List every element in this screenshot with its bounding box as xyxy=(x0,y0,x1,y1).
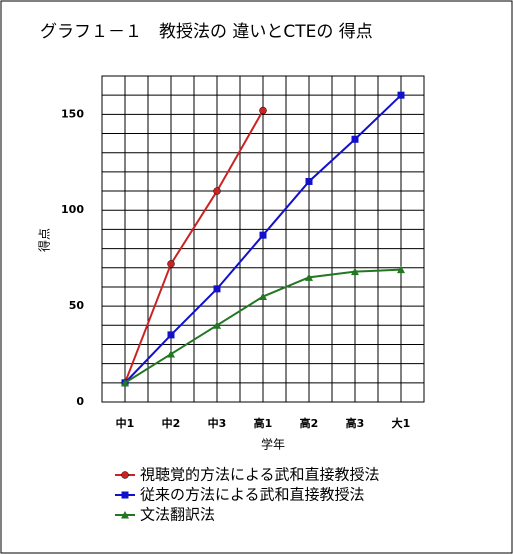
legend-marker xyxy=(121,471,129,479)
marker xyxy=(305,177,313,185)
marker xyxy=(305,273,313,281)
x-tick-label: 中2 xyxy=(162,416,181,430)
marker xyxy=(213,321,221,329)
y-tick-label: 100 xyxy=(61,203,84,216)
plot-border xyxy=(101,75,425,403)
x-tick-label: 中3 xyxy=(208,416,227,430)
chart-title: グラフ１－１ 教授法の 違いとCTEの 得点 xyxy=(40,22,373,42)
series-line xyxy=(124,110,264,384)
legend-label: 従来の方法による武和直接教授法 xyxy=(140,486,365,504)
x-tick-label: 大1 xyxy=(392,416,411,430)
legend-marker xyxy=(121,491,129,499)
x-tick-label: 高1 xyxy=(254,416,273,430)
y-tick-label: 0 xyxy=(76,395,84,408)
x-tick-label: 中1 xyxy=(116,416,135,430)
marker xyxy=(167,350,175,358)
legend-label: 視聴覚的方法による武和直接教授法 xyxy=(140,466,380,484)
x-axis-label: 学年 xyxy=(261,437,285,452)
y-tick-label: 150 xyxy=(61,107,84,120)
x-tick-label: 高2 xyxy=(300,416,319,430)
marker xyxy=(351,135,359,143)
marker xyxy=(167,260,175,268)
marker xyxy=(259,292,267,301)
marker xyxy=(259,231,267,239)
marker xyxy=(213,285,221,293)
legend-label: 文法翻訳法 xyxy=(140,506,215,524)
marker xyxy=(397,265,405,274)
marker xyxy=(351,267,359,276)
legend-marker xyxy=(121,511,129,519)
marker xyxy=(259,106,267,115)
marker xyxy=(213,187,221,195)
marker xyxy=(167,331,175,339)
marker xyxy=(397,91,405,99)
x-tick-label: 高3 xyxy=(346,416,365,430)
marker xyxy=(121,378,129,387)
y-tick-label: 50 xyxy=(69,299,85,312)
y-axis-label: 得点 xyxy=(37,228,52,252)
